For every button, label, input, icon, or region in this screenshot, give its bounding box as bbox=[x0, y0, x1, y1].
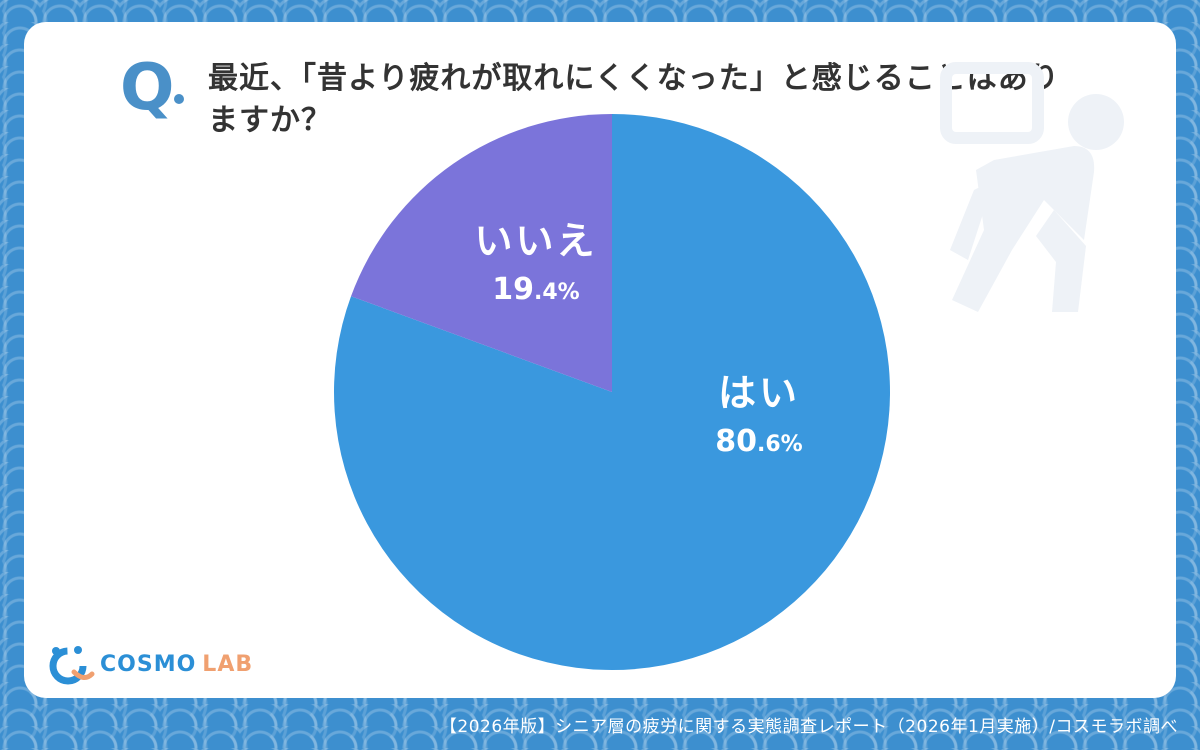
logo-text: COSMO LAB bbox=[100, 652, 253, 677]
logo-mark-icon bbox=[49, 646, 95, 685]
slice-label-yes: はい 80.6% bbox=[669, 370, 849, 465]
slice-value-yes: 80.6% bbox=[669, 422, 849, 465]
source-footer: 【2026年版】シニア層の疲労に関する実態調査レポート（2026年1月実施）/コ… bbox=[439, 717, 1178, 737]
slice-value-yes-dec: .6% bbox=[757, 432, 803, 457]
chart-card: Q 最近、「昔より疲れが取れにくくなった」と感じることはありますか？ はい 80… bbox=[24, 22, 1176, 698]
question-mark: Q bbox=[120, 51, 175, 125]
question-text: 最近、「昔より疲れが取れにくくなった」と感じることはありますか？ bbox=[208, 61, 1060, 138]
pie-slice-yes bbox=[333, 114, 891, 671]
tired-person-icon bbox=[940, 62, 1124, 312]
question-mark-dot bbox=[174, 94, 184, 104]
slice-name-yes: はい bbox=[717, 371, 800, 415]
pie-slice-no bbox=[351, 114, 612, 392]
pie-chart bbox=[332, 112, 892, 672]
slice-label-no: いいえ 19.4% bbox=[446, 218, 626, 313]
slice-value-yes-int: 80 bbox=[715, 424, 758, 459]
slice-name-no: いいえ bbox=[474, 219, 598, 263]
cosmo-lab-logo: COSMO LAB bbox=[44, 642, 253, 686]
logo-text-main: COSMO bbox=[100, 651, 197, 677]
logo-text-sub: LAB bbox=[202, 651, 254, 677]
slice-value-no: 19.4% bbox=[446, 270, 626, 313]
slice-value-no-int: 19 bbox=[492, 272, 535, 307]
slice-value-no-dec: .4% bbox=[534, 280, 580, 305]
